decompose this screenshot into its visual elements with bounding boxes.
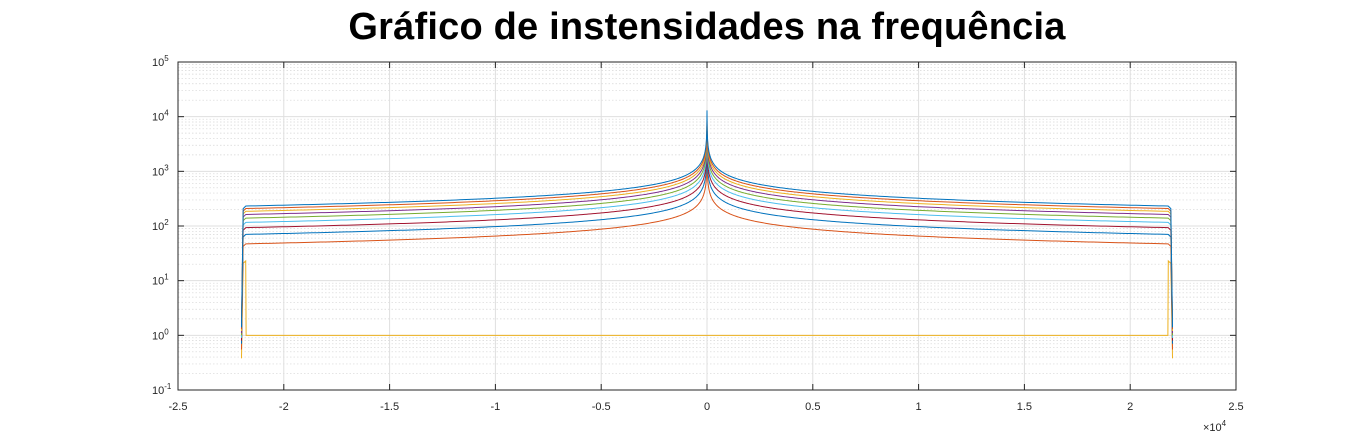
x-tick-label: 0.5 — [805, 401, 820, 413]
y-tick-label: 103 — [152, 163, 169, 178]
x-tick-label: -1 — [491, 401, 501, 413]
x-scale-multiplier: ×104 — [1203, 419, 1227, 434]
axis-ticks — [177, 61, 1237, 391]
y-tick-label: 101 — [152, 273, 169, 288]
y-tick-label: 102 — [152, 218, 169, 233]
x-tick-label: -2 — [279, 401, 289, 413]
y-tick-labels: 10-1 100 101 102 103 104 105 — [152, 54, 172, 397]
x-tick-label: 2 — [1127, 401, 1133, 413]
x-tick-labels: -2.5 -2 -1.5 -1 -0.5 0 0.5 1 1.5 2 2.5 — [169, 401, 1244, 413]
y-tick-label: 104 — [152, 109, 169, 124]
y-tick-label: 105 — [152, 54, 169, 69]
x-tick-label: 1.5 — [1017, 401, 1032, 413]
x-tick-label: 2.5 — [1228, 401, 1243, 413]
x-tick-label: -2.5 — [169, 401, 188, 413]
chart-title: Gráfico de instensidades na frequência — [348, 6, 1066, 48]
series-line — [240, 110, 1174, 328]
series-line — [240, 259, 1174, 359]
x-tick-label: 0 — [704, 401, 710, 413]
x-tick-label: 1 — [916, 401, 922, 413]
y-tick-label: 100 — [152, 327, 169, 342]
x-tick-label: -0.5 — [592, 401, 611, 413]
y-tick-label: 10-1 — [152, 382, 172, 397]
x-tick-label: -1.5 — [380, 401, 399, 413]
series-layer — [240, 110, 1174, 359]
